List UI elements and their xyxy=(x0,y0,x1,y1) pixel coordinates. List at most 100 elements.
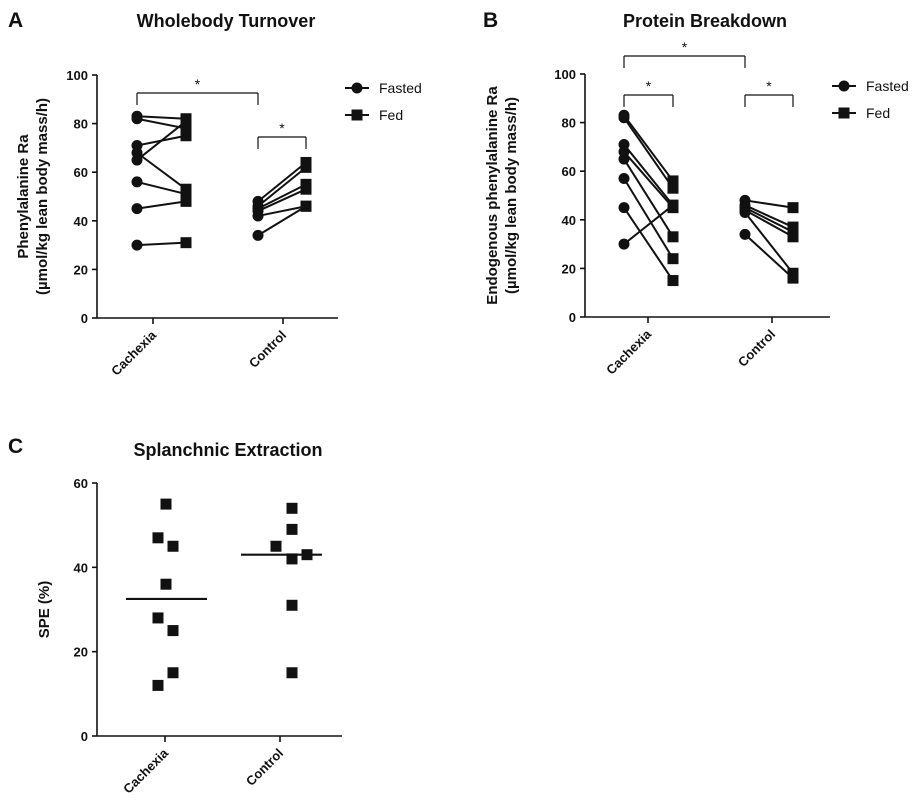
pair-line xyxy=(744,199,794,209)
y-tick-label: 0 xyxy=(81,729,88,744)
significance-star: * xyxy=(646,78,652,94)
y-tick-label: 20 xyxy=(562,261,576,276)
y-axis-label-line1: Endogenous phenylalanine Ra xyxy=(484,86,501,305)
y-tick-label: 20 xyxy=(74,262,88,277)
fasted-point xyxy=(131,176,143,188)
pair-line xyxy=(257,205,307,217)
pair-line xyxy=(257,166,307,207)
y-axis-label-line1: Phenylalanine Ra xyxy=(15,134,32,259)
pair-line xyxy=(623,117,674,189)
significance-star: * xyxy=(766,78,772,94)
fasted-point xyxy=(618,172,630,184)
fed-point xyxy=(667,199,679,211)
y-tick-label: 100 xyxy=(66,68,88,83)
fed-point xyxy=(667,275,679,287)
pair-line xyxy=(136,200,187,210)
spe-point xyxy=(286,523,298,535)
significance-star: * xyxy=(195,76,201,92)
pair-line xyxy=(623,177,674,260)
pair-line xyxy=(744,211,794,274)
panel-letter: B xyxy=(483,9,498,32)
fed-point xyxy=(667,231,679,243)
fed-point xyxy=(300,200,312,212)
pair-line xyxy=(623,143,674,206)
fasted-point xyxy=(618,153,630,165)
fed-point xyxy=(300,183,312,195)
chart-title: Splanchnic Extraction xyxy=(133,440,322,460)
spe-point xyxy=(270,540,282,552)
fasted-point xyxy=(131,203,143,215)
fasted-point xyxy=(252,210,264,222)
legend-marker-fasted xyxy=(838,80,850,92)
pair-line xyxy=(136,120,187,161)
fed-point xyxy=(180,237,192,249)
legend-label-fed: Fed xyxy=(379,107,403,123)
significance-star: * xyxy=(279,120,285,136)
spe-point xyxy=(160,578,172,590)
y-tick-label: 20 xyxy=(74,645,88,660)
legend-marker-fasted xyxy=(351,82,363,94)
y-tick-label: 80 xyxy=(562,116,576,131)
legend-label-fasted: Fasted xyxy=(379,80,422,96)
x-category-label: Control xyxy=(243,746,286,789)
chart-title: Wholebody Turnover xyxy=(137,11,316,31)
pair-line xyxy=(623,204,674,245)
fed-point xyxy=(300,161,312,173)
pair-line xyxy=(744,209,794,238)
y-tick-label: 0 xyxy=(81,311,88,326)
fed-point xyxy=(180,188,192,200)
pair-line xyxy=(257,161,307,203)
y-tick-label: 40 xyxy=(74,214,88,229)
fasted-point xyxy=(618,238,630,250)
legend-marker-fed xyxy=(838,107,850,119)
y-axis-label-group: Endogenous phenylalanine Ra (µmol/kg lean… xyxy=(484,86,520,305)
pair-line xyxy=(136,115,187,120)
spe-point xyxy=(286,553,298,565)
fed-point xyxy=(787,202,799,214)
fed-point xyxy=(667,182,679,194)
fed-point xyxy=(180,130,192,142)
spe-point xyxy=(152,532,164,544)
y-axis-label-line2: (µmol/kg lean body mass/h) xyxy=(34,98,51,295)
legend-marker-fed xyxy=(351,109,363,121)
y-tick-label: 40 xyxy=(74,560,88,575)
fasted-point xyxy=(739,207,751,219)
pair-line xyxy=(623,114,674,182)
pair-line xyxy=(744,204,794,228)
fed-point xyxy=(180,115,192,127)
pair-line xyxy=(744,206,794,233)
x-category-label: Cachexia xyxy=(108,327,160,379)
fasted-point xyxy=(252,229,264,241)
spe-point xyxy=(167,667,179,679)
spe-point xyxy=(160,498,172,510)
y-tick-label: 60 xyxy=(562,164,576,179)
pair-line xyxy=(136,180,187,196)
panel-letter: C xyxy=(8,435,23,458)
spe-point xyxy=(286,667,298,679)
y-axis-label: SPE (%) xyxy=(36,581,53,639)
legend-label-fed: Fed xyxy=(866,105,890,121)
spe-point xyxy=(167,625,179,637)
y-axis-label-group: Phenylalanine Ra (µmol/kg lean body mass/… xyxy=(15,98,51,295)
fasted-point xyxy=(131,113,143,125)
y-tick-label: 0 xyxy=(569,310,576,325)
y-tick-label: 40 xyxy=(562,213,576,228)
x-category-label: Control xyxy=(246,328,289,371)
y-tick-label: 60 xyxy=(74,165,88,180)
spe-point xyxy=(286,599,298,611)
fed-point xyxy=(180,195,192,207)
fed-point xyxy=(667,175,679,187)
fasted-point xyxy=(131,154,143,166)
fed-point xyxy=(180,122,192,134)
y-tick-label: 80 xyxy=(74,117,88,132)
significance-star: * xyxy=(682,39,688,55)
pair-line xyxy=(623,207,674,282)
fed-point xyxy=(787,231,799,243)
pair-line xyxy=(136,151,187,191)
x-category-label: Control xyxy=(735,327,778,370)
pair-line xyxy=(257,205,307,237)
panel-letter: A xyxy=(8,9,23,32)
y-tick-label: 100 xyxy=(554,67,576,82)
pair-line xyxy=(623,151,674,209)
